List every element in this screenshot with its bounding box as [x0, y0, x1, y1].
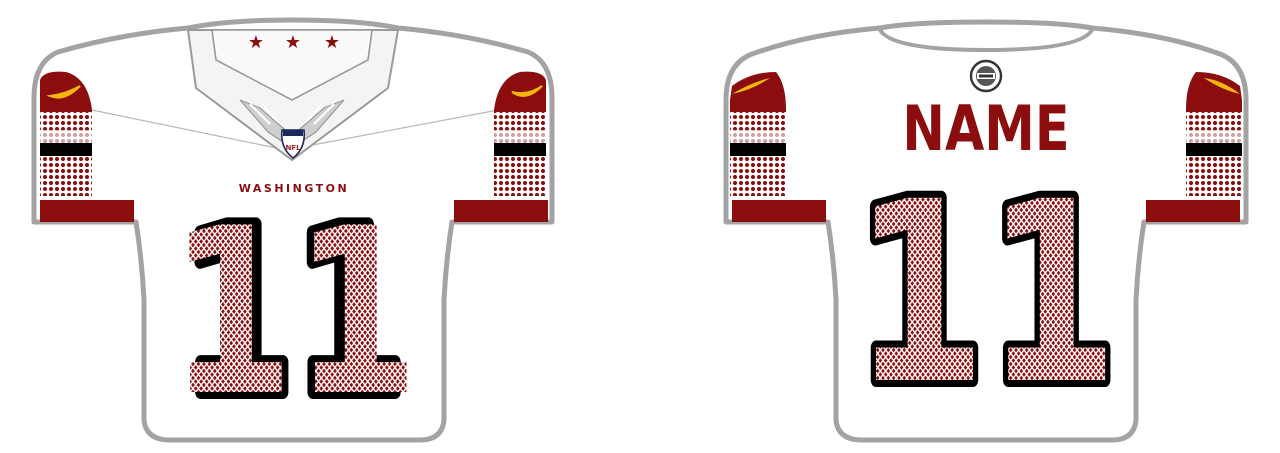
shield-text: NFL: [285, 144, 301, 152]
front-number-outline: 11: [182, 179, 407, 447]
back-jersey: NAME 11 11: [723, 19, 1249, 446]
back-jersey-body: [723, 19, 1249, 443]
back-player-name: NAME: [902, 93, 1069, 165]
front-number: 11 11: [169, 173, 419, 453]
round-patch-icon: [969, 59, 1003, 93]
collar-star-3: ★: [324, 32, 340, 53]
front-wordmark: WASHINGTON: [239, 182, 349, 195]
back-number-outline: 11: [854, 149, 1118, 439]
swoosh-icon: [1204, 78, 1240, 94]
swoosh-icon: [46, 85, 81, 99]
collar-star-2: ★: [285, 32, 301, 53]
back-number-fill: 11: [854, 149, 1118, 439]
collar-inner: [211, 29, 373, 101]
front-number-fill: 11: [169, 179, 419, 447]
front-right-sleeve: [454, 71, 548, 222]
front-left-sleeve: [40, 71, 134, 222]
back-collar: [878, 28, 1094, 53]
back-number: 11 11: [848, 143, 1125, 446]
back-right-sleeve: [1146, 72, 1242, 222]
collar-star-1: ★: [248, 32, 264, 53]
back-left-sleeve: [730, 72, 826, 222]
collar-vent-lines: [249, 103, 335, 125]
nfl-shield-icon: NFL: [280, 129, 306, 160]
swoosh-icon: [732, 78, 770, 94]
swoosh-icon: [511, 85, 543, 97]
front-jersey: ★ ★ ★ NFL WASHINGTON: [31, 17, 555, 453]
